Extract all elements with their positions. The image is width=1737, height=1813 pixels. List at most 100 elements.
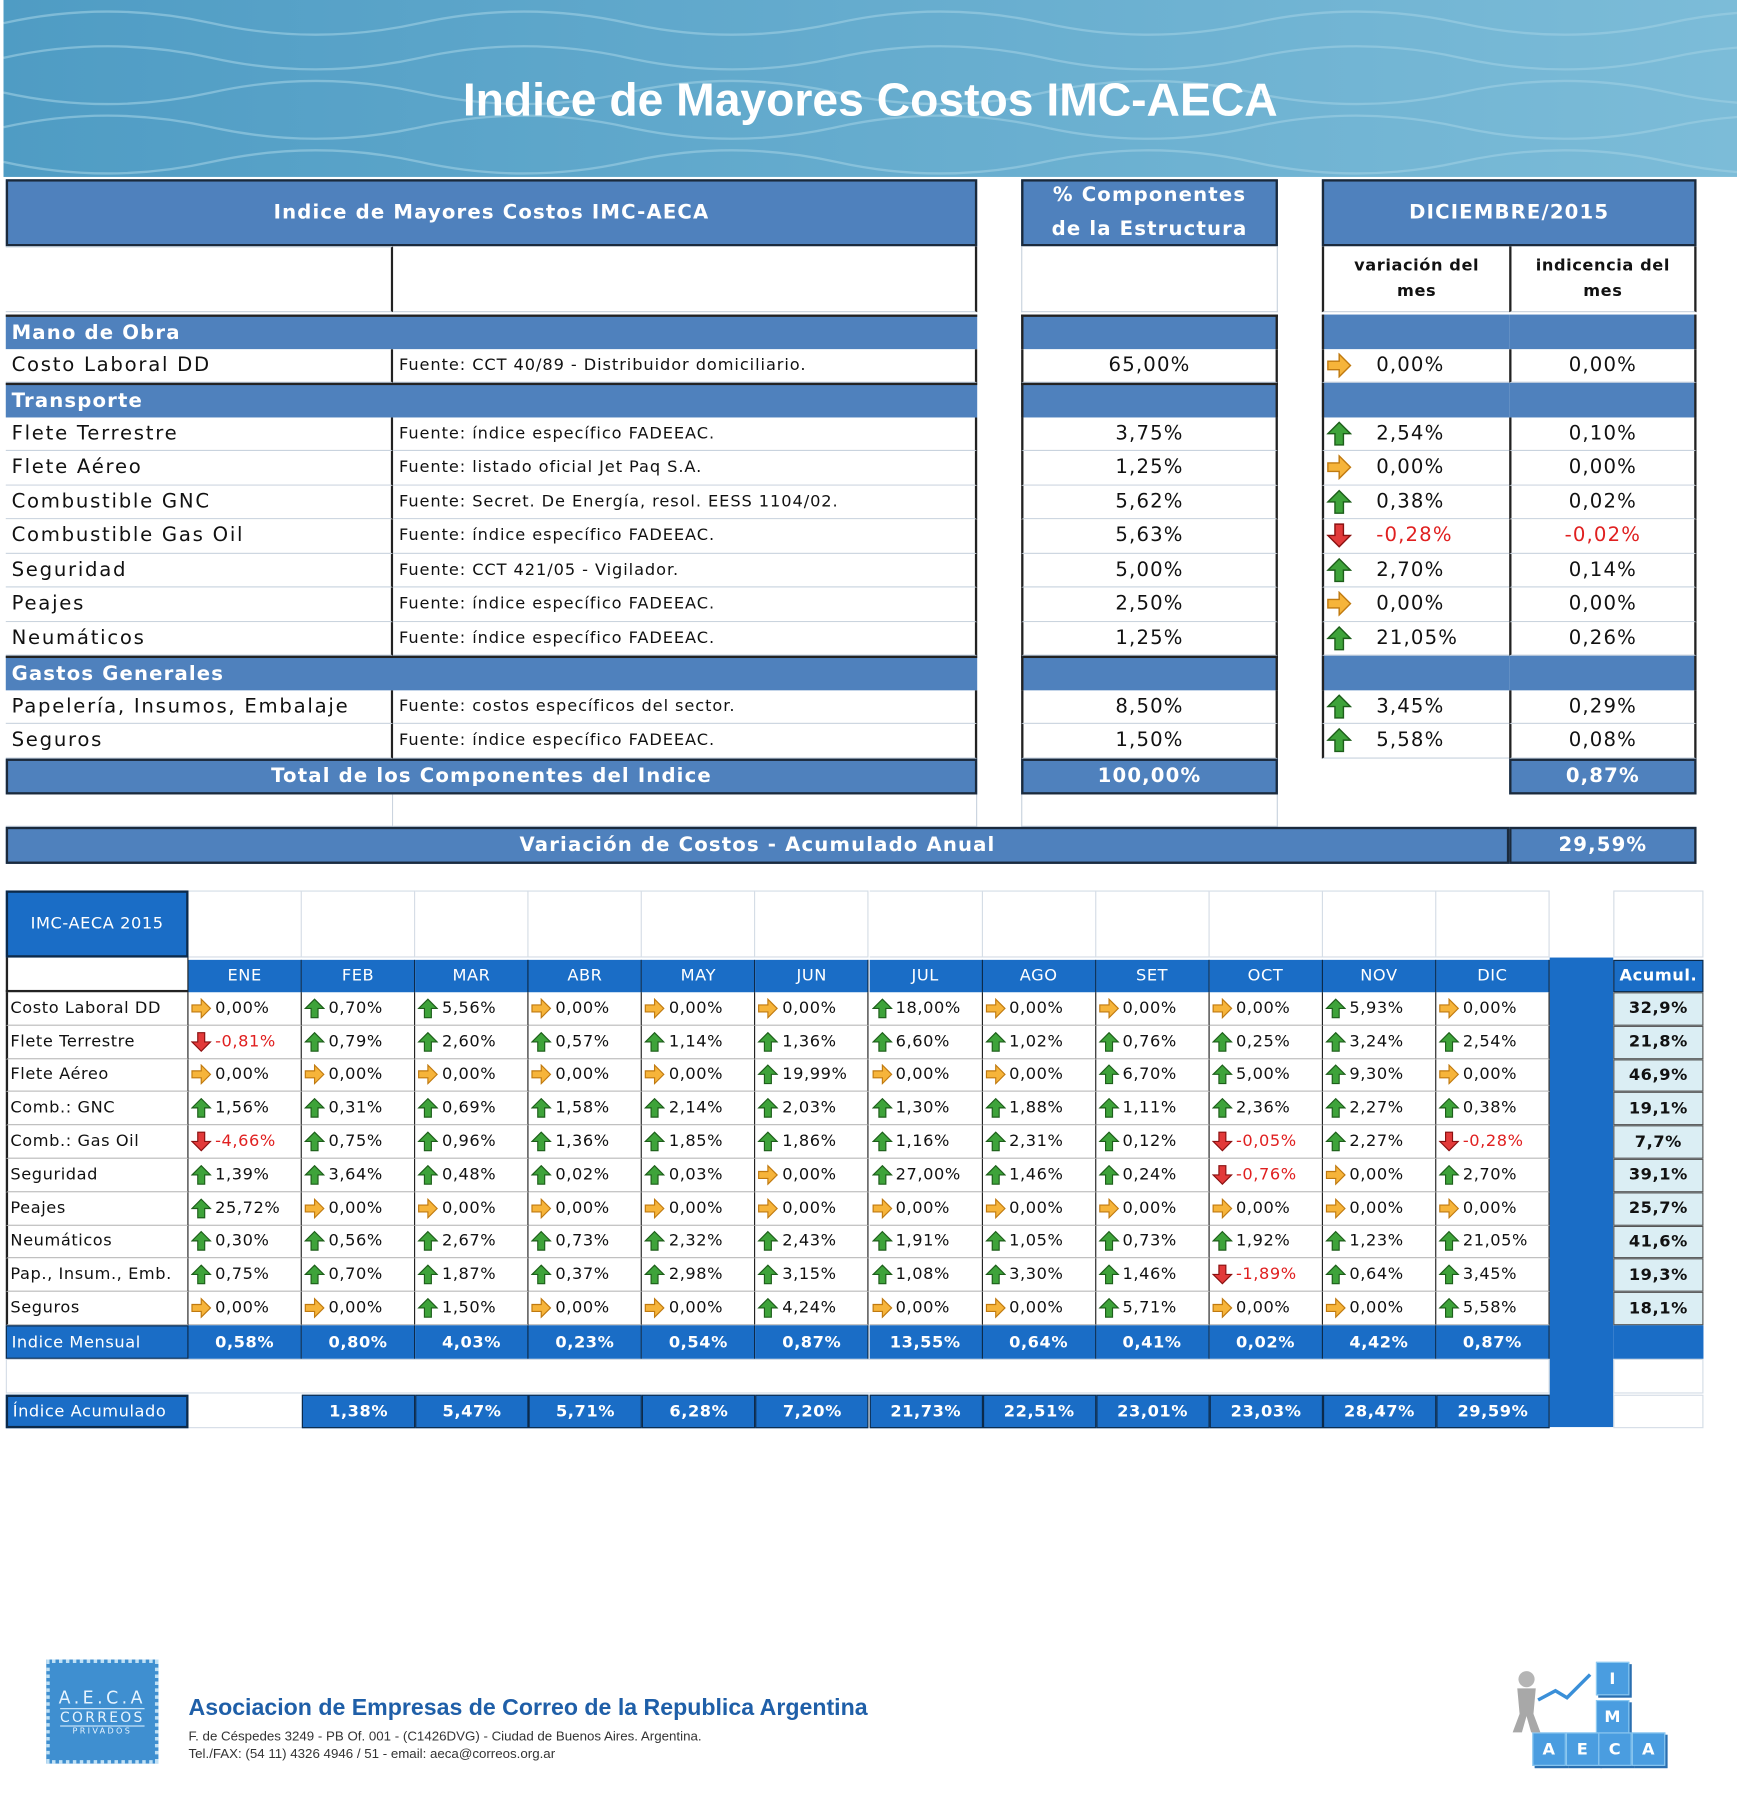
month-value-text: 9,30% [1349, 1065, 1404, 1085]
arrow-up [757, 1131, 779, 1152]
month-value: 2,54% [1436, 1025, 1550, 1059]
month-value: 2,03% [755, 1092, 870, 1126]
month-header: SET [1095, 959, 1210, 993]
arrow-down [190, 1031, 212, 1052]
month-value-text: 0,00% [555, 1065, 610, 1085]
month-value-text: 3,30% [1009, 1265, 1064, 1284]
month-value-text: 1,30% [895, 1098, 951, 1118]
month-value: 0,48% [415, 1158, 529, 1193]
logo-figure [1512, 1671, 1592, 1733]
arrow-up [1325, 1264, 1346, 1285]
month-value: 1,08% [869, 1258, 983, 1292]
monthly-index-value: 0,41% [1095, 1325, 1210, 1359]
component-source: Fuente: índice específico FADEEAC. [393, 587, 978, 622]
variation-header: variación del mes [1321, 246, 1510, 313]
arrow-up [1098, 1064, 1120, 1085]
monthly-index-value: 4,03% [415, 1325, 529, 1359]
arrow-flat [758, 1164, 779, 1186]
month-value: 0,00% [1095, 992, 1210, 1026]
month-value-text: 0,69% [441, 1098, 497, 1118]
cumulative-index-value: 28,47% [1322, 1394, 1437, 1429]
cumulative-index-value: 1,38% [301, 1394, 416, 1429]
month-value-text: -4,66% [215, 1132, 276, 1151]
structure-header: % Componentes de la Estructura [1021, 179, 1278, 247]
month-value-text: 0,00% [895, 1065, 951, 1085]
component-source: Fuente: índice específico FADEEAC. [393, 621, 978, 656]
month-header: JUL [869, 959, 983, 993]
arrow-up [417, 1297, 439, 1318]
arrow-up [1438, 1031, 1460, 1052]
aeca-logo: A.E.C.A CORREOS PRIVADOS [46, 1659, 159, 1764]
blank-cell [1613, 890, 1704, 958]
month-value-text: 0,38% [1462, 1098, 1518, 1118]
month-value: 0,73% [1095, 1225, 1210, 1259]
arrow-up [417, 1164, 439, 1185]
month-value: 0,69% [415, 1092, 529, 1126]
month-value: 0,02% [528, 1158, 643, 1193]
arrow-up [1098, 1264, 1120, 1285]
month-value: 0,00% [188, 1291, 302, 1326]
variation-value: 3,45% [1376, 694, 1445, 718]
arrow-flat [985, 1197, 1006, 1219]
month-variation: 3,45% [1321, 689, 1510, 724]
month-value: 21,05% [1436, 1225, 1550, 1259]
month-value-text: 0,79% [328, 1032, 383, 1051]
cumulative-index-value: 29,59% [1436, 1394, 1550, 1429]
month-value-text: 1,14% [668, 1032, 724, 1051]
row-total: 18,1% [1613, 1291, 1704, 1326]
month-value: 2,70% [1436, 1158, 1550, 1193]
arrow-up [871, 1231, 893, 1252]
incidence-header: indicencia del mes [1509, 246, 1697, 313]
month-value: 1,39% [188, 1158, 302, 1193]
month-value-text: 0,73% [555, 1232, 610, 1251]
month-value-text: 2,31% [1009, 1132, 1064, 1151]
component-share: 3,75% [1021, 416, 1278, 452]
arrow-flat [191, 1064, 212, 1086]
row-total: 7,7% [1613, 1125, 1704, 1159]
month-value: 0,03% [642, 1158, 756, 1193]
month-incidence: 0,29% [1509, 689, 1697, 724]
month-value-text: 0,00% [668, 1298, 724, 1318]
arrow-up [1326, 421, 1352, 446]
month-value-text: 0,00% [1462, 1065, 1518, 1085]
month-value: 3,15% [755, 1258, 870, 1292]
monthly-index-value: 0,80% [301, 1325, 416, 1359]
logo-cube: I [1595, 1661, 1630, 1696]
month-value: 4,24% [755, 1291, 870, 1326]
row-total: 19,1% [1613, 1092, 1704, 1126]
month-value: -0,81% [188, 1025, 302, 1059]
month-value: 1,58% [528, 1092, 643, 1126]
component-source: Fuente: índice específico FADEEAC. [393, 723, 978, 759]
total-header: Acumul. [1613, 959, 1704, 993]
month-header: FEB [301, 959, 416, 993]
month-value-text: 3,45% [1462, 1265, 1518, 1284]
blank-cell [1021, 794, 1278, 827]
month-value: 3,45% [1436, 1258, 1550, 1292]
month-value: 5,93% [1322, 992, 1437, 1026]
arrow-up [757, 1264, 779, 1285]
month-value-text: 0,00% [1462, 1198, 1518, 1218]
arrow-up [190, 1231, 212, 1252]
variation-value: 0,38% [1376, 490, 1445, 514]
component-name: Combustible Gas Oil [5, 519, 394, 554]
arrow-up [1325, 1231, 1346, 1252]
month-incidence: 0,08% [1509, 723, 1697, 759]
month-value-text: 0,30% [215, 1232, 270, 1251]
month-value-text: 0,73% [1122, 1232, 1177, 1251]
month-value-text: 0,00% [1009, 1065, 1064, 1085]
month-value: 2,98% [642, 1258, 756, 1292]
section-fill [1021, 655, 1278, 690]
month-value-text: 0,76% [1122, 1032, 1177, 1051]
month-value-text: 0,00% [668, 1065, 724, 1085]
arrow-flat [1098, 997, 1119, 1019]
blank-cell [188, 890, 302, 958]
arrow-up [984, 1264, 1006, 1285]
month-value-text: 0,00% [782, 1165, 837, 1185]
component-source: Fuente: CCT 40/89 - Distribuidor domicil… [393, 348, 978, 383]
month-value-text: 0,96% [441, 1132, 497, 1151]
month-value-text: 1,58% [555, 1098, 610, 1118]
month-value-text: 2,14% [668, 1098, 724, 1118]
arrow-up [531, 1164, 552, 1185]
arrow-up [1326, 694, 1352, 719]
arrow-up [1211, 1031, 1233, 1052]
